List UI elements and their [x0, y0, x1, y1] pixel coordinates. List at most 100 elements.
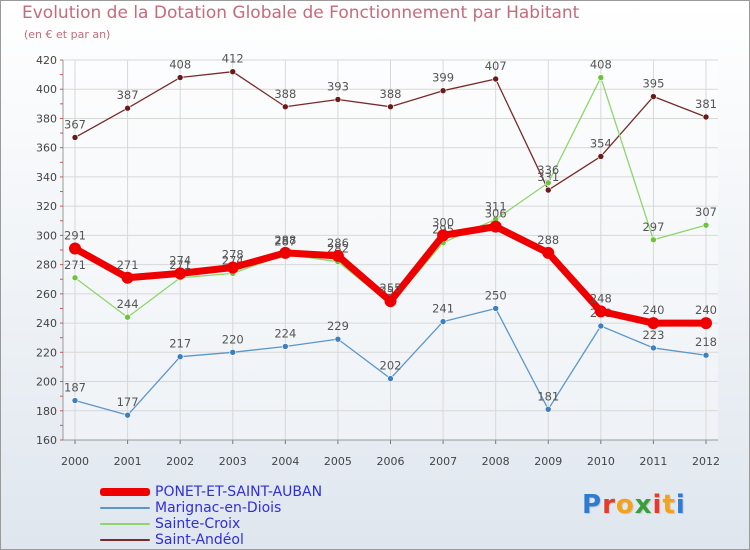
- data-label-sainte-croix: 297: [642, 220, 664, 234]
- data-label-saint-and-ol: 408: [169, 58, 191, 72]
- legend-swatch: [100, 507, 150, 509]
- data-label-saint-and-ol: 354: [590, 136, 612, 150]
- data-point-marignac-en-diois: [387, 375, 394, 382]
- data-point-sainte-croix: [124, 313, 131, 321]
- data-label-sainte-croix: 311: [485, 199, 507, 213]
- data-point-marignac-en-diois: [71, 397, 79, 404]
- y-tick-label: 420: [36, 54, 57, 67]
- data-point-marignac-en-diois: [124, 411, 131, 419]
- data-point-saint-and-ol: [597, 153, 605, 160]
- data-point-saint-and-ol: [124, 104, 131, 112]
- y-tick-label: 400: [36, 83, 57, 96]
- x-tick-label: 2012: [692, 455, 720, 468]
- data-label-ponet-et-saint-auban: 278: [222, 248, 244, 262]
- data-label-ponet-et-saint-auban: 286: [327, 236, 349, 250]
- data-label-marignac-en-diois: 223: [642, 328, 664, 342]
- legend-label: PONET-ET-SAINT-AUBAN: [155, 484, 323, 500]
- legend-label: Marignac-en-Diois: [155, 500, 282, 516]
- x-tick-label: 2005: [324, 455, 352, 468]
- data-point-marignac-en-diois: [439, 318, 447, 325]
- data-label-ponet-et-saint-auban: 274: [169, 253, 191, 267]
- data-point-ponet-et-saint-auban: [384, 295, 397, 308]
- data-label-marignac-en-diois: 202: [380, 359, 402, 373]
- chart-title: Evolution de la Dotation Globale de Fonc…: [22, 3, 580, 23]
- data-point-marignac-en-diois: [229, 349, 237, 356]
- data-label-saint-and-ol: 395: [642, 77, 664, 91]
- x-tick-label: 2001: [114, 455, 142, 468]
- data-label-saint-and-ol: 393: [327, 79, 349, 93]
- logo-letter: i: [652, 490, 663, 520]
- legend-item: Marignac-en-Diois: [100, 500, 322, 516]
- data-point-ponet-et-saint-auban: [279, 246, 292, 259]
- data-label-saint-and-ol: 388: [274, 87, 296, 101]
- chart-legend: PONET-ET-SAINT-AUBAN Marignac-en-Diois Sai…: [100, 484, 322, 548]
- data-label-marignac-en-diois: 241: [432, 302, 454, 316]
- data-point-marignac-en-diois: [544, 406, 552, 413]
- data-label-ponet-et-saint-auban: 248: [590, 291, 612, 305]
- data-label-sainte-croix: 408: [590, 58, 612, 72]
- data-label-marignac-en-diois: 250: [485, 288, 507, 302]
- data-label-sainte-croix: 287: [274, 234, 296, 248]
- y-tick-label: 360: [36, 142, 57, 155]
- data-point-marignac-en-diois: [334, 335, 342, 343]
- data-point-saint-and-ol: [492, 75, 499, 83]
- data-label-saint-and-ol: 381: [695, 97, 717, 111]
- y-tick-label: 340: [36, 171, 57, 184]
- data-point-marignac-en-diois: [597, 322, 605, 330]
- legend-item: Sainte-Croix: [100, 516, 322, 532]
- data-point-ponet-et-saint-auban: [594, 305, 607, 318]
- data-label-marignac-en-diois: 220: [222, 332, 244, 346]
- data-label-saint-and-ol: 367: [64, 117, 86, 131]
- legend-item: PONET-ET-SAINT-AUBAN: [100, 484, 322, 500]
- data-point-ponet-et-saint-auban: [700, 317, 712, 330]
- y-tick-label: 380: [36, 112, 57, 125]
- data-label-marignac-en-diois: 218: [695, 335, 717, 349]
- legend-swatch: [100, 539, 150, 541]
- logo-letter: x: [634, 490, 653, 520]
- x-tick-label: 2009: [534, 455, 562, 468]
- chart-subtitle: (en € et par an): [24, 28, 111, 41]
- data-label-ponet-et-saint-auban: 306: [485, 207, 507, 221]
- logo-letter: P: [582, 490, 603, 520]
- x-tick-label: 2004: [271, 455, 299, 468]
- data-point-ponet-et-saint-auban: [542, 246, 555, 259]
- data-point-ponet-et-saint-auban: [331, 249, 344, 262]
- data-point-saint-and-ol: [282, 103, 289, 111]
- data-point-saint-and-ol: [544, 186, 552, 194]
- data-label-saint-and-ol: 407: [485, 59, 507, 73]
- data-label-saint-and-ol: 331: [537, 170, 559, 184]
- y-tick-label: 320: [36, 200, 57, 213]
- data-label-ponet-et-saint-auban: 288: [537, 233, 559, 247]
- data-label-ponet-et-saint-auban: 288: [274, 233, 296, 247]
- x-tick-label: 2010: [587, 455, 615, 468]
- data-label-sainte-croix: 244: [117, 297, 139, 311]
- legend-label: Sainte-Croix: [155, 516, 241, 532]
- legend-label: Saint-Andéol: [155, 532, 244, 548]
- data-point-saint-and-ol: [439, 87, 447, 94]
- data-point-ponet-et-saint-auban: [226, 261, 239, 274]
- data-label-saint-and-ol: 387: [117, 88, 139, 102]
- y-tick-label: 180: [36, 405, 57, 418]
- y-tick-label: 160: [36, 434, 57, 447]
- data-label-sainte-croix: 307: [695, 205, 717, 219]
- data-point-saint-and-ol: [176, 74, 184, 81]
- data-label-ponet-et-saint-auban: 291: [64, 229, 86, 243]
- data-point-saint-and-ol: [702, 113, 710, 121]
- logo-letter: o: [615, 490, 635, 520]
- y-tick-label: 220: [36, 346, 57, 359]
- data-point-ponet-et-saint-auban: [121, 271, 134, 284]
- data-point-ponet-et-saint-auban: [69, 242, 81, 255]
- data-label-sainte-croix: 271: [169, 258, 191, 272]
- data-label-ponet-et-saint-auban: 300: [432, 215, 454, 229]
- logo-letter: i: [675, 490, 686, 520]
- data-point-marignac-en-diois: [282, 343, 289, 350]
- x-tick-label: 2011: [639, 455, 667, 468]
- data-label-saint-and-ol: 412: [222, 52, 244, 66]
- x-tick-label: 2002: [166, 455, 194, 468]
- y-tick-label: 200: [36, 376, 57, 389]
- data-point-sainte-croix: [71, 274, 79, 282]
- proxiti-logo: Proxiti: [582, 490, 686, 520]
- x-tick-label: 2003: [219, 455, 247, 468]
- x-tick-label: 2007: [429, 455, 457, 468]
